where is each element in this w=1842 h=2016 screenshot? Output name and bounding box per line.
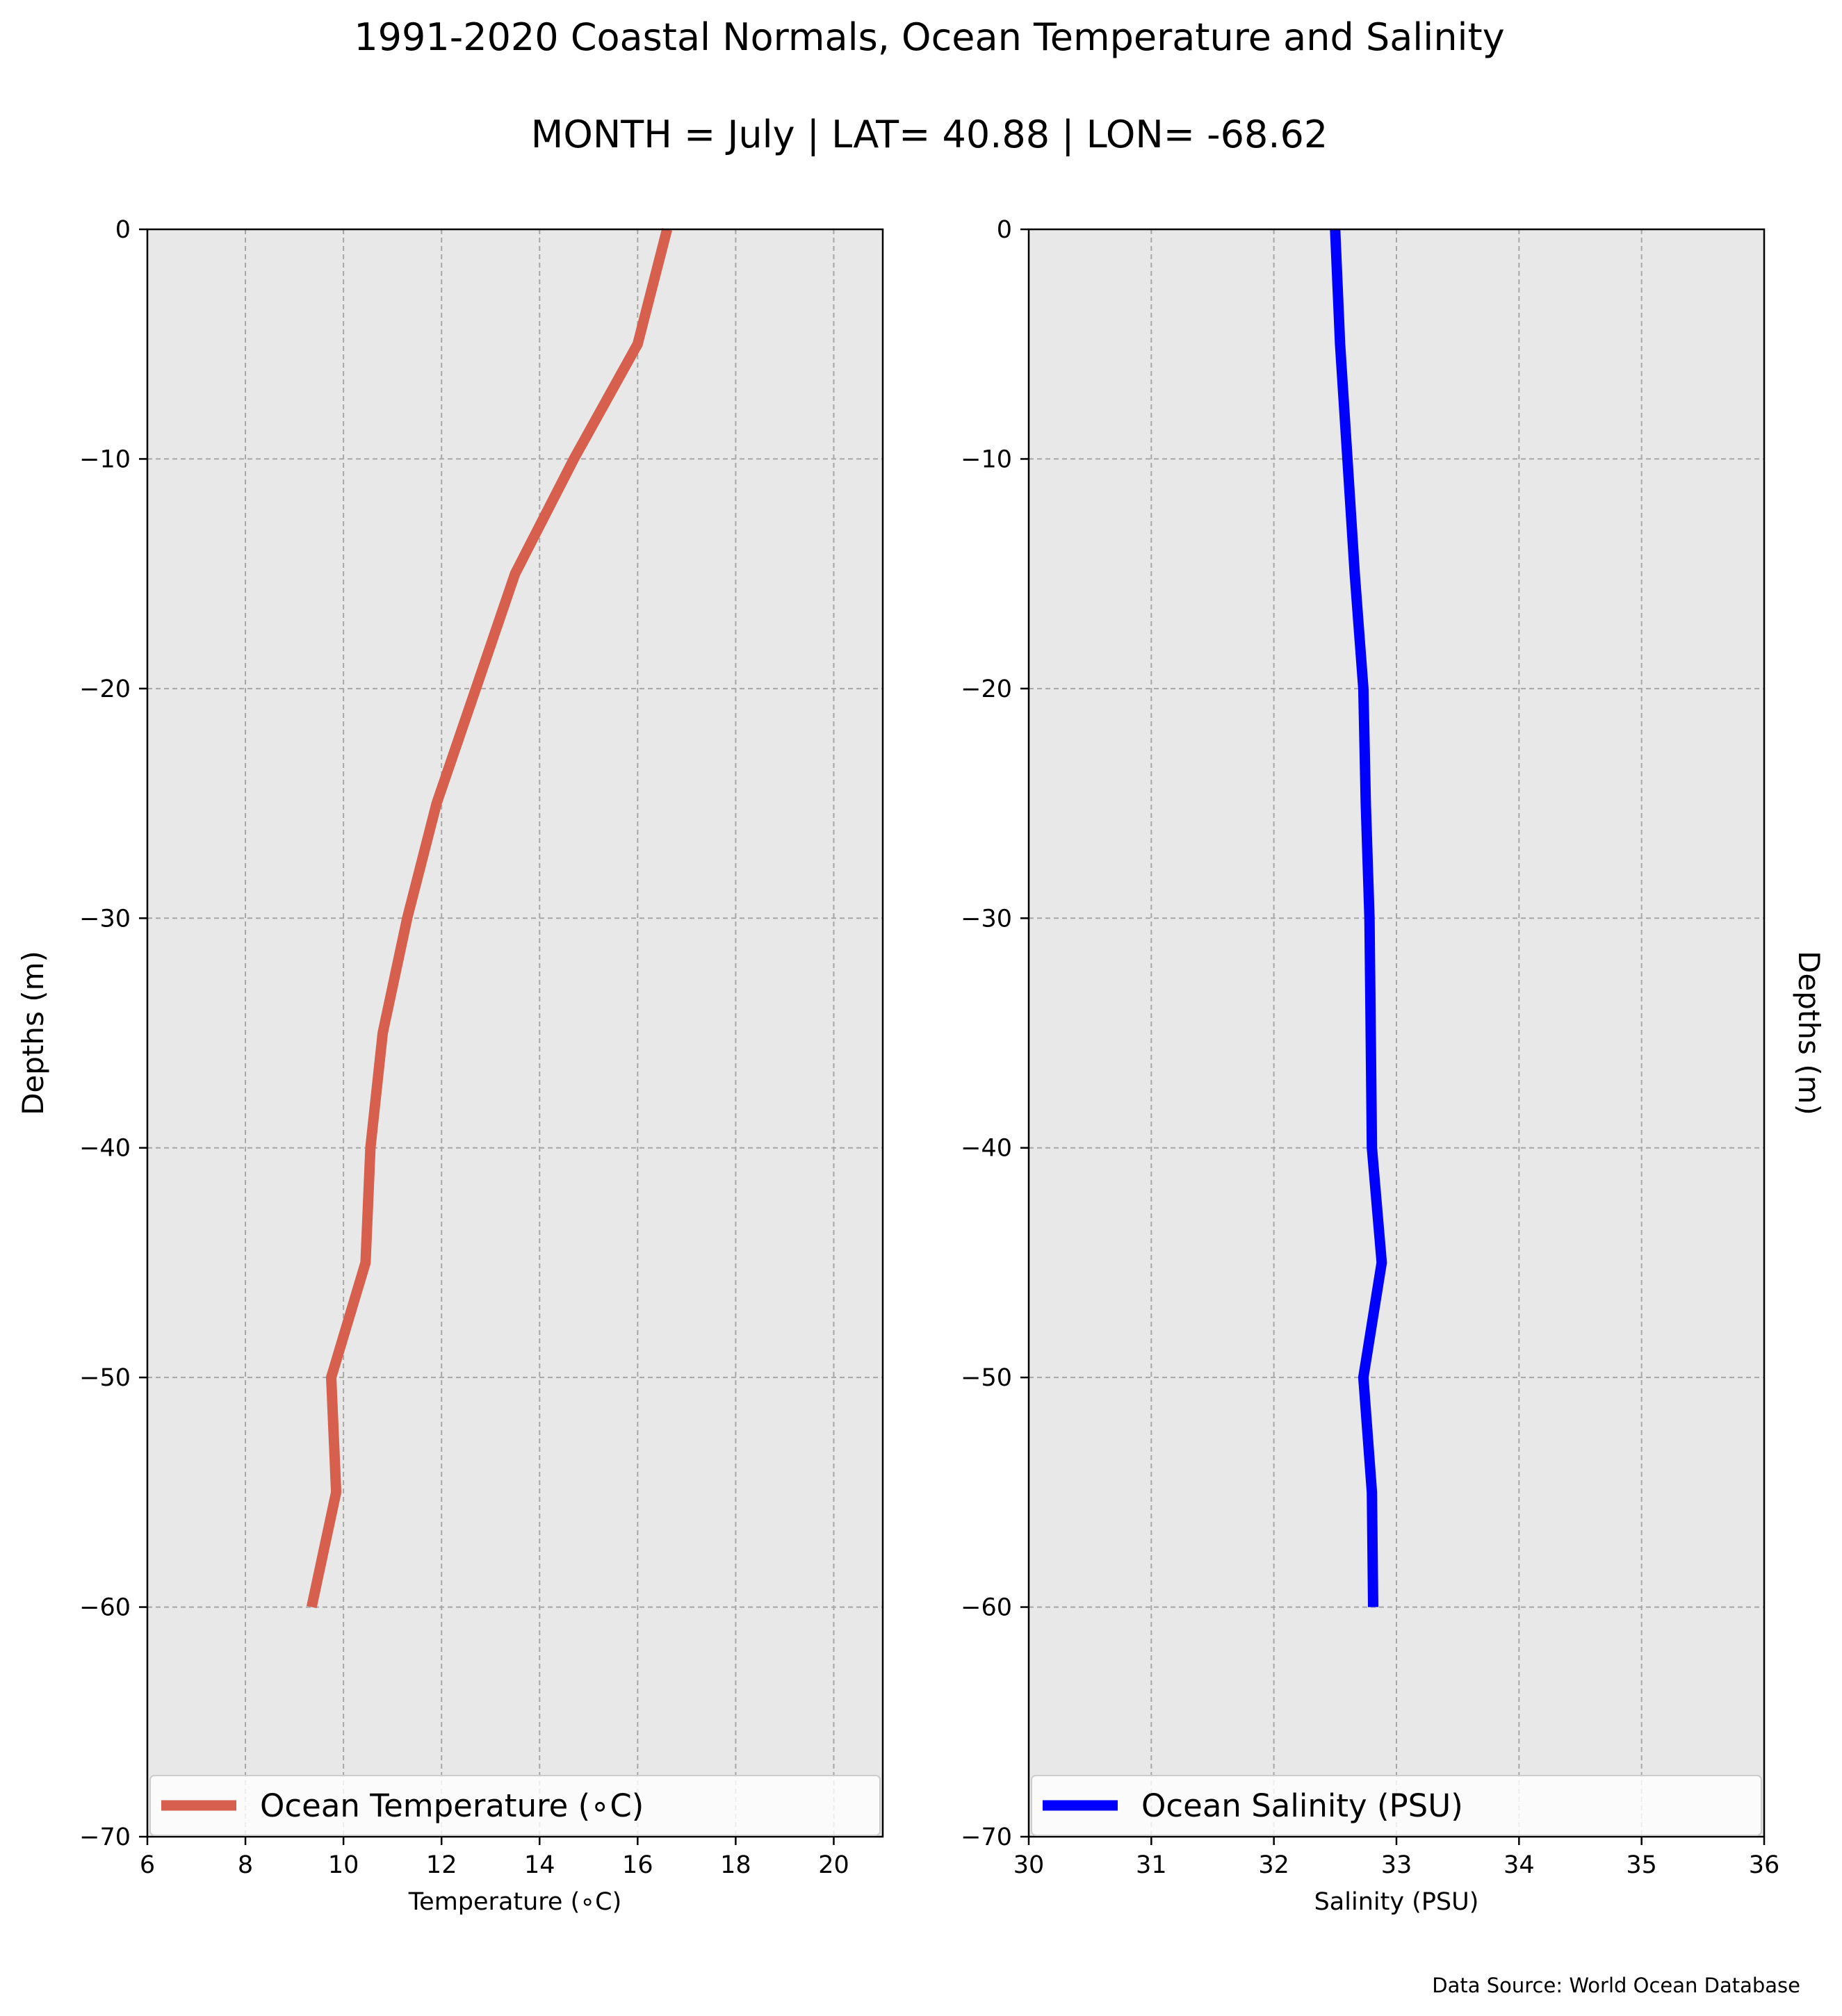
y-tick-label: −70 (79, 1824, 131, 1851)
data-source-note: Data Source: World Ocean Database (1432, 1974, 1800, 1997)
figure-title: 1991-2020 Coastal Normals, Ocean Tempera… (354, 15, 1504, 59)
x-tick-label: 30 (1013, 1851, 1045, 1879)
x-tick-label: 35 (1626, 1851, 1657, 1879)
x-tick-label: 6 (140, 1851, 155, 1879)
y-axis-label: Depths (m) (16, 951, 50, 1115)
temperature-chart: 6 8 10 12 14 16 18 20 0 −10 −20 −30 −40 −50 −60 −70 Temp… (16, 216, 884, 1916)
x-tick-label: 14 (524, 1851, 555, 1879)
x-axis-label: Temperature (∘C) (408, 1888, 622, 1916)
legend-box (1031, 1775, 1762, 1836)
y-tick-label: −50 (79, 1364, 131, 1392)
x-tick-label: 8 (238, 1851, 253, 1879)
y-tick-label: −10 (79, 445, 131, 473)
x-tick-label: 33 (1381, 1851, 1412, 1879)
x-tick-label: 32 (1258, 1851, 1289, 1879)
y-tick-label: 0 (115, 216, 131, 244)
series-line (1330, 229, 1387, 1607)
axes-frame (146, 228, 884, 1838)
legend-label: Ocean Salinity (PSU) (1141, 1787, 1463, 1824)
legend-label: Ocean Temperature (∘C) (260, 1787, 644, 1824)
y-tick-label: −30 (79, 905, 131, 933)
x-tick-label: 36 (1749, 1851, 1780, 1879)
plot-area (147, 229, 883, 1837)
y-tick-label: −10 (961, 445, 1012, 473)
y-tick-label: −40 (79, 1135, 131, 1163)
y-tick-label: −30 (961, 905, 1012, 933)
x-tick-label: 34 (1503, 1851, 1535, 1879)
y-tick-label: −40 (961, 1135, 1012, 1163)
legend-box (149, 1775, 881, 1836)
x-tick-label: 18 (720, 1851, 751, 1879)
y-tick-label: −70 (961, 1824, 1012, 1851)
legend: Ocean Salinity (PSU) (1031, 1775, 1762, 1836)
series-line (306, 228, 672, 1609)
x-tick-label: 16 (622, 1851, 653, 1879)
x-tick-label: 12 (426, 1851, 457, 1879)
y-tick-label: −60 (79, 1594, 131, 1622)
x-tick-label: 31 (1136, 1851, 1167, 1879)
x-tick-label: 20 (818, 1851, 849, 1879)
y-tick-label: −20 (79, 675, 131, 703)
y-tick-label: −20 (961, 675, 1012, 703)
y-tick-label: −60 (961, 1594, 1012, 1622)
y-tick-label: 0 (997, 216, 1012, 244)
x-axis-label: Salinity (PSU) (1314, 1888, 1479, 1916)
figure-subtitle: MONTH = July | LAT= 40.88 | LON= -68.62 (531, 113, 1328, 156)
y-tick-label: −50 (961, 1364, 1012, 1392)
legend: Ocean Temperature (∘C) (149, 1775, 881, 1836)
y-axis-label: Depths (m) (1792, 951, 1826, 1115)
salinity-chart: 30 31 32 33 34 35 36 0 −10 −20 −30 −40 −50 −60 −70 Sali… (961, 216, 1826, 1916)
x-tick-label: 10 (328, 1851, 359, 1879)
